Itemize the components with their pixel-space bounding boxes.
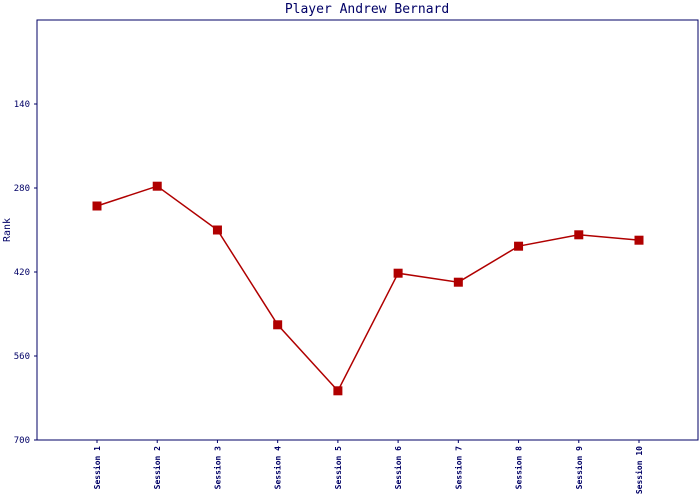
plot-frame: [36, 19, 699, 441]
y-tick-label: 700: [14, 436, 30, 446]
x-tick-label: Session 1: [92, 446, 102, 490]
point-marker: [212, 225, 222, 235]
y-tick-label: 280: [14, 184, 30, 194]
point-marker: [393, 268, 403, 278]
y-tick-label: 140: [14, 100, 30, 110]
x-tick-label: Session 5: [333, 446, 343, 490]
point-marker: [92, 201, 102, 211]
x-tick-label: Session 10: [634, 446, 644, 494]
point-marker: [574, 230, 584, 240]
point-marker: [514, 241, 524, 251]
point-marker: [634, 235, 644, 245]
chart-title: Player Andrew Bernard: [285, 2, 449, 17]
point-marker: [152, 181, 162, 191]
x-tick-label: Session 4: [273, 446, 283, 490]
x-tick-label: Session 6: [393, 446, 403, 490]
point-marker: [273, 320, 283, 330]
x-tick-label: Session 2: [152, 446, 162, 490]
point-marker: [333, 386, 343, 396]
x-tick-label: Session 9: [574, 446, 584, 490]
point-marker: [453, 277, 463, 287]
y-tick-label: 420: [14, 268, 30, 278]
series-line: [96, 185, 640, 393]
x-tick-label: Session 3: [212, 446, 222, 490]
y-axis-label: Rank: [2, 218, 13, 242]
x-tick-label: Session 7: [453, 446, 463, 490]
x-tick-label: Session 8: [514, 446, 524, 490]
y-tick-label: 560: [14, 352, 30, 362]
